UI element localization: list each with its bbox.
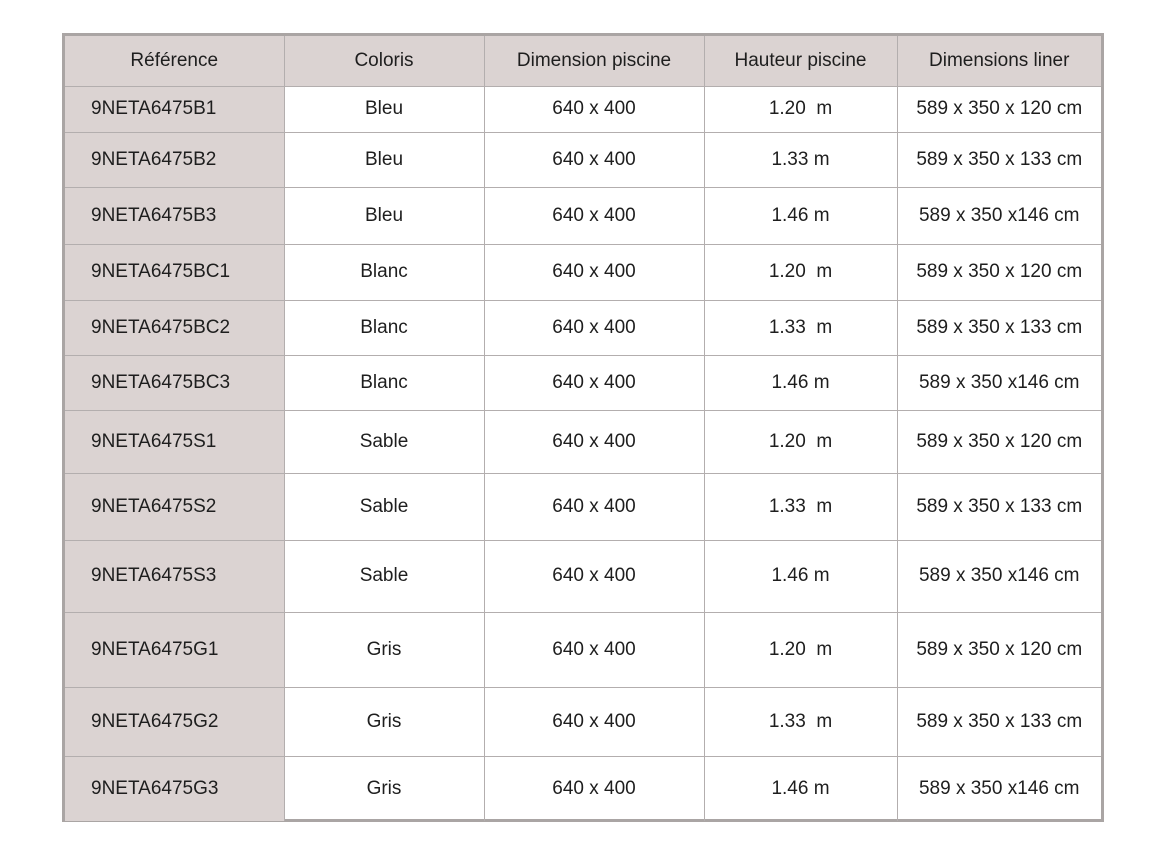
cell-reference: 9NETA6475BC1 [65, 243, 285, 301]
cell-hauteur-piscine: 1.33 m [703, 686, 898, 757]
cell-dimension-piscine: 640 x 400 [483, 755, 705, 821]
table-row: 9NETA6475G2 Gris 640 x 400 1.33 m 589 x 350 … [65, 686, 1101, 757]
cell-coloris: Gris [283, 686, 485, 757]
cell-reference: 9NETA6475G3 [65, 755, 285, 821]
cell-hauteur-piscine: 1.33 m [703, 472, 898, 541]
cell-dimensions-liner: 589 x 350 x 120 cm [896, 409, 1101, 474]
table-row: 9NETA6475B2 Bleu 640 x 400 1.33 m 589 x 350 … [65, 131, 1101, 188]
cell-hauteur-piscine: 1.20 m [703, 409, 898, 474]
cell-hauteur-piscine: 1.33 m [703, 299, 898, 356]
cell-dimensions-liner: 589 x 350 x 133 cm [896, 686, 1101, 757]
cell-dimensions-liner: 589 x 350 x 133 cm [896, 299, 1101, 356]
table-row: 9NETA6475S2 Sable 640 x 400 1.33 m 589 x 350… [65, 472, 1101, 541]
cell-dimensions-liner: 589 x 350 x146 cm [896, 354, 1101, 411]
cell-coloris: Bleu [283, 85, 485, 133]
column-header-dimension-piscine: Dimension piscine [483, 36, 705, 87]
cell-coloris: Bleu [283, 186, 485, 245]
cell-coloris: Sable [283, 472, 485, 541]
cell-dimensions-liner: 589 x 350 x146 cm [896, 755, 1101, 821]
column-header-dimensions-liner: Dimensions liner [896, 36, 1101, 87]
table-row: 9NETA6475S3 Sable 640 x 400 1.46 m 589 x 350… [65, 539, 1101, 613]
cell-reference: 9NETA6475B3 [65, 186, 285, 245]
cell-reference: 9NETA6475BC2 [65, 299, 285, 356]
cell-hauteur-piscine: 1.20 m [703, 85, 898, 133]
cell-hauteur-piscine: 1.20 m [703, 243, 898, 301]
cell-dimensions-liner: 589 x 350 x 120 cm [896, 85, 1101, 133]
cell-dimensions-liner: 589 x 350 x146 cm [896, 539, 1101, 613]
cell-dimension-piscine: 640 x 400 [483, 472, 705, 541]
cell-reference: 9NETA6475S1 [65, 409, 285, 474]
product-table-frame: Référence Coloris Dimension piscine Hauteur… [62, 33, 1104, 822]
cell-dimensions-liner: 589 x 350 x 120 cm [896, 611, 1101, 688]
cell-dimension-piscine: 640 x 400 [483, 686, 705, 757]
cell-hauteur-piscine: 1.46 m [703, 354, 898, 411]
cell-coloris: Blanc [283, 354, 485, 411]
cell-dimension-piscine: 640 x 400 [483, 299, 705, 356]
cell-reference: 9NETA6475BC3 [65, 354, 285, 411]
table-row: 9NETA6475G3 Gris 640 x 400 1.46 m 589 x 350 … [65, 755, 1101, 821]
cell-dimension-piscine: 640 x 400 [483, 243, 705, 301]
cell-coloris: Sable [283, 409, 485, 474]
cell-coloris: Blanc [283, 243, 485, 301]
cell-dimension-piscine: 640 x 400 [483, 186, 705, 245]
cell-reference: 9NETA6475G2 [65, 686, 285, 757]
cell-coloris: Gris [283, 755, 485, 821]
cell-hauteur-piscine: 1.46 m [703, 755, 898, 821]
cell-reference: 9NETA6475B1 [65, 85, 285, 133]
cell-hauteur-piscine: 1.20 m [703, 611, 898, 688]
cell-dimension-piscine: 640 x 400 [483, 539, 705, 613]
cell-dimensions-liner: 589 x 350 x 133 cm [896, 472, 1101, 541]
column-header-hauteur-piscine: Hauteur piscine [703, 36, 898, 87]
table-row: 9NETA6475BC3 Blanc 640 x 400 1.46 m 589 x 35… [65, 354, 1101, 411]
cell-hauteur-piscine: 1.46 m [703, 539, 898, 613]
cell-dimension-piscine: 640 x 400 [483, 354, 705, 411]
cell-dimensions-liner: 589 x 350 x146 cm [896, 186, 1101, 245]
product-table: Référence Coloris Dimension piscine Hauteur… [65, 36, 1101, 821]
cell-dimensions-liner: 589 x 350 x 133 cm [896, 131, 1101, 188]
table-row: 9NETA6475B1 Bleu 640 x 400 1.20 m 589 x 350 … [65, 85, 1101, 133]
cell-reference: 9NETA6475G1 [65, 611, 285, 688]
cell-hauteur-piscine: 1.33 m [703, 131, 898, 188]
cell-dimensions-liner: 589 x 350 x 120 cm [896, 243, 1101, 301]
cell-dimension-piscine: 640 x 400 [483, 409, 705, 474]
cell-reference: 9NETA6475S2 [65, 472, 285, 541]
table-row: 9NETA6475BC2 Blanc 640 x 400 1.33 m 589 x 35… [65, 299, 1101, 356]
cell-hauteur-piscine: 1.46 m [703, 186, 898, 245]
cell-coloris: Sable [283, 539, 485, 613]
column-header-coloris: Coloris [283, 36, 485, 87]
column-header-reference: Référence [65, 36, 285, 87]
cell-coloris: Gris [283, 611, 485, 688]
cell-dimension-piscine: 640 x 400 [483, 85, 705, 133]
table-row: 9NETA6475S1 Sable 640 x 400 1.20 m 589 x 350… [65, 409, 1101, 474]
cell-dimension-piscine: 640 x 400 [483, 131, 705, 188]
table-row: 9NETA6475G1 Gris 640 x 400 1.20 m 589 x 350 … [65, 611, 1101, 688]
table-row: 9NETA6475BC1 Blanc 640 x 400 1.20 m 589 x 35… [65, 243, 1101, 301]
cell-dimension-piscine: 640 x 400 [483, 611, 705, 688]
cell-coloris: Blanc [283, 299, 485, 356]
header-row: Référence Coloris Dimension piscine Hauteur… [65, 36, 1101, 87]
cell-reference: 9NETA6475S3 [65, 539, 285, 613]
table-row: 9NETA6475B3 Bleu 640 x 400 1.46 m 589 x 350 … [65, 186, 1101, 245]
cell-reference: 9NETA6475B2 [65, 131, 285, 188]
cell-coloris: Bleu [283, 131, 485, 188]
